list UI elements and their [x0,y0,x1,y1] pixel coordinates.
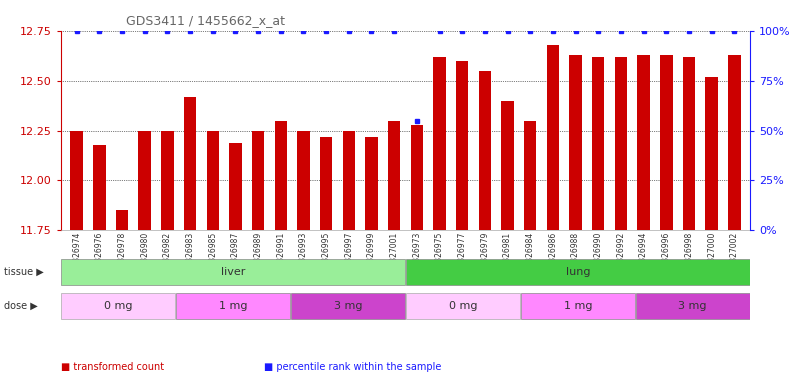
Bar [547,45,559,230]
Text: ■ percentile rank within the sample: ■ percentile rank within the sample [264,362,441,372]
Bar [501,101,514,230]
Bar [275,121,287,230]
Bar [615,57,627,230]
Bar [116,210,128,230]
Bar [706,77,718,230]
Bar [297,131,310,230]
Bar [683,57,695,230]
Bar [406,259,749,285]
Text: 1 mg: 1 mg [219,301,247,311]
Bar [388,121,401,230]
Bar [291,293,405,319]
Text: 3 mg: 3 mg [679,301,707,311]
Text: GDS3411 / 1455662_x_at: GDS3411 / 1455662_x_at [126,14,285,27]
Text: 1 mg: 1 mg [564,301,592,311]
Bar [62,293,175,319]
Bar [320,137,333,230]
Bar [62,259,405,285]
Bar [410,124,423,230]
Bar [660,55,672,230]
Bar [521,293,635,319]
Bar [230,142,242,230]
Text: 0 mg: 0 mg [448,301,477,311]
Text: 3 mg: 3 mg [334,301,363,311]
Text: lung: lung [565,266,590,277]
Bar [342,131,355,230]
Bar [478,71,491,230]
Bar [524,121,536,230]
Text: tissue ▶: tissue ▶ [4,266,44,277]
Bar [728,55,740,230]
Bar [184,97,196,230]
Text: dose ▶: dose ▶ [4,301,38,311]
Text: liver: liver [221,266,246,277]
Text: 0 mg: 0 mg [104,301,132,311]
Bar [161,131,174,230]
Bar [176,293,290,319]
Bar [207,131,219,230]
Bar [456,61,469,230]
Bar [71,131,83,230]
Bar [139,131,151,230]
Bar [569,55,581,230]
Bar [433,57,446,230]
Bar [93,144,105,230]
Bar [636,293,749,319]
Bar [592,57,604,230]
Text: ■ transformed count: ■ transformed count [61,362,164,372]
Bar [252,131,264,230]
Bar [637,55,650,230]
Bar [406,293,520,319]
Bar [365,137,378,230]
